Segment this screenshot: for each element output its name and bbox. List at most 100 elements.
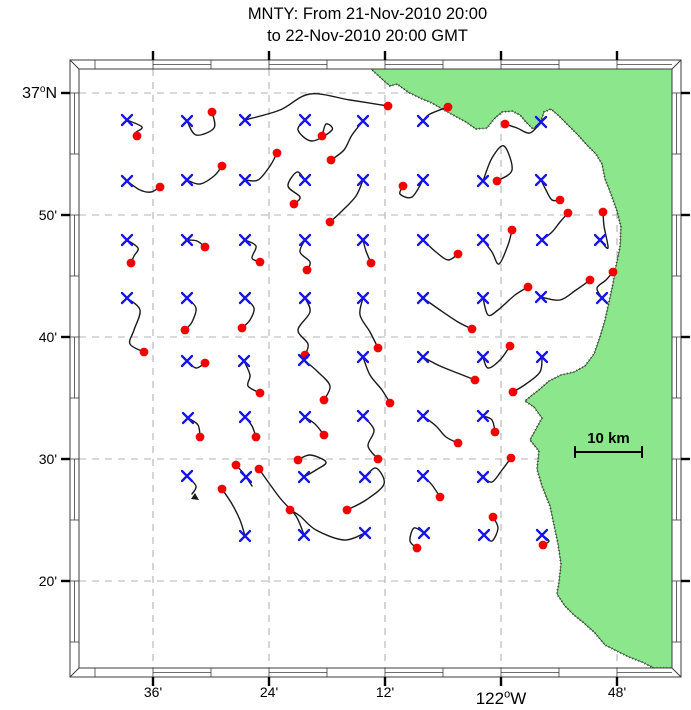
trajectory (237, 291, 255, 333)
x-axis-label: 122oW (476, 689, 527, 708)
end-dot-marker (488, 512, 498, 522)
end-dot-marker (470, 375, 480, 385)
start-x-marker (416, 469, 430, 483)
trajectory (595, 267, 618, 305)
start-x-marker (476, 409, 490, 423)
trajectory (287, 171, 312, 209)
trajectory (535, 528, 550, 550)
trajectory (180, 107, 217, 136)
end-dot-marker (251, 432, 261, 442)
frame-outer (69, 59, 682, 678)
trajectory-path (540, 279, 591, 301)
trajectory-path (359, 297, 379, 349)
trajectory (416, 233, 463, 261)
start-x-marker (297, 528, 311, 542)
start-x-marker (180, 291, 194, 305)
start-x-marker (416, 173, 430, 187)
start-x-marker (535, 350, 549, 364)
end-dot-marker (255, 257, 265, 267)
trajectory (476, 145, 513, 188)
end-dot-marker (319, 395, 329, 405)
trajectory (238, 92, 393, 127)
trajectory (180, 291, 197, 335)
scale-bar-label: 10 km (587, 430, 630, 447)
start-x-marker (535, 528, 549, 542)
end-dot-marker (563, 208, 573, 218)
frame-corner-bevel (671, 667, 682, 678)
end-dot-marker (412, 543, 422, 553)
y-axis-label: 50' (39, 207, 57, 223)
end-dot-marker (231, 460, 241, 470)
trajectory (416, 291, 477, 334)
trajectory (120, 291, 149, 357)
trajectory-path (362, 415, 379, 460)
start-x-marker (356, 173, 370, 187)
trajectory-path (398, 179, 424, 199)
trajectory (238, 148, 282, 187)
map-frame (69, 59, 682, 678)
end-dot-marker (398, 181, 408, 191)
trajectory (476, 282, 533, 317)
frame-corner-bevel (671, 59, 682, 70)
start-x-marker (416, 233, 430, 247)
land-polygon (371, 69, 672, 668)
end-dot-marker (155, 182, 165, 192)
trajectory-path (287, 171, 306, 205)
trajectory (593, 207, 609, 250)
trajectory (180, 161, 227, 187)
trajectory-path (422, 239, 459, 261)
trajectory (409, 526, 431, 553)
trajectory (326, 114, 370, 165)
trajectory-path (362, 356, 391, 404)
start-x-marker (120, 113, 134, 127)
trajectory (398, 173, 430, 199)
end-dot-marker (385, 398, 395, 408)
end-dot-marker (453, 438, 463, 448)
start-x-marker (534, 173, 548, 187)
trajectory (535, 208, 573, 247)
x-axis-label: 24' (260, 684, 278, 700)
start-x-marker (356, 409, 370, 423)
start-x-marker (416, 350, 430, 364)
trajectory-path (297, 297, 311, 356)
start-x-marker (237, 354, 251, 368)
x-axis-label: 12' (376, 684, 394, 700)
start-x-marker (180, 354, 194, 368)
trajectory-path (244, 92, 389, 121)
trajectory (231, 460, 253, 487)
x-axis-label: 48' (608, 684, 626, 700)
trajectory (416, 469, 445, 502)
trajectory (476, 225, 517, 265)
trajectory (237, 354, 265, 398)
start-x-marker (180, 233, 194, 247)
trajectory-path (482, 345, 511, 369)
start-x-marker (476, 233, 490, 247)
trajectory-path (244, 152, 278, 182)
trajectory (298, 233, 312, 275)
end-dot-marker (608, 267, 618, 277)
trajectory (356, 409, 383, 464)
start-x-marker (239, 470, 253, 484)
start-x-marker (180, 173, 194, 187)
trajectory (120, 174, 165, 193)
start-x-marker (180, 469, 194, 483)
trajectory (120, 233, 139, 268)
end-dot-marker (373, 454, 383, 464)
coastline-outline (370, 69, 672, 668)
trajectory (508, 350, 549, 397)
trajectory-arrowhead (191, 493, 199, 500)
trajectory (180, 233, 210, 252)
end-dot-marker (500, 119, 510, 129)
trajectory (293, 454, 327, 484)
trajectory-path (482, 229, 513, 265)
end-dot-marker (467, 324, 477, 334)
trajectory (477, 512, 499, 542)
start-x-marker (298, 173, 312, 187)
end-dot-marker (317, 131, 327, 141)
end-dot-marker (373, 343, 383, 353)
end-dot-marker (180, 325, 190, 335)
trajectory-path (297, 454, 327, 478)
trajectory (534, 173, 565, 205)
end-dot-marker (523, 282, 533, 292)
